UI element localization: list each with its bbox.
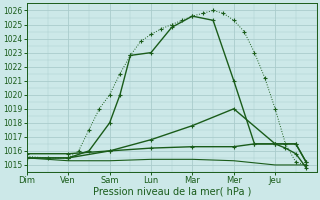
X-axis label: Pression niveau de la mer( hPa ): Pression niveau de la mer( hPa ) (92, 187, 251, 197)
